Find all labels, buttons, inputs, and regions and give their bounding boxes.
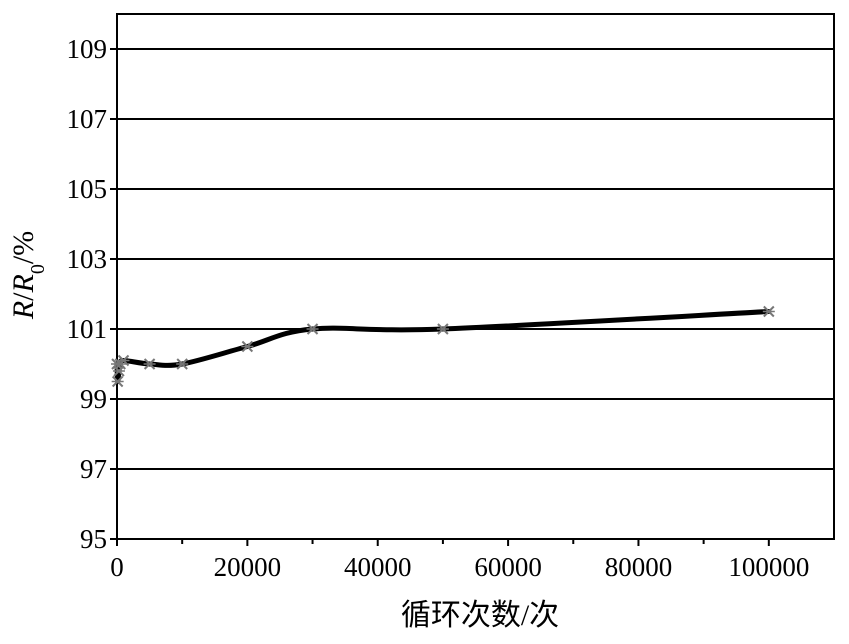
y-tick-label: 101 xyxy=(67,314,108,344)
data-point-marker xyxy=(176,358,189,370)
x-tick-label: 60000 xyxy=(474,552,542,582)
data-point-marker xyxy=(111,375,124,388)
data-point-marker xyxy=(306,323,319,335)
y-tick-label: 103 xyxy=(67,244,108,274)
plot-area-frame xyxy=(116,13,835,540)
x-tick-label: 20000 xyxy=(214,552,282,582)
data-point-marker xyxy=(436,323,449,335)
y-axis-tick-labels: 95 97 99 101 103 105 107 109 xyxy=(67,34,108,554)
x-tick-label: 40000 xyxy=(344,552,412,582)
y-tick-label: 109 xyxy=(67,34,108,64)
series-line xyxy=(114,309,772,385)
x-tick-label: 100000 xyxy=(728,552,809,582)
series-layer xyxy=(111,305,775,388)
data-point-marker xyxy=(143,358,156,370)
y-tick-label: 105 xyxy=(67,174,108,204)
x-tick-label: 80000 xyxy=(605,552,673,582)
x-tick-label: 0 xyxy=(110,552,124,582)
y-tick-label: 99 xyxy=(80,384,107,414)
data-point-marker xyxy=(762,305,775,318)
x-axis-title: 循环次数/次 xyxy=(401,599,559,632)
x-axis-tick-labels: 0 20000 40000 60000 80000 100000 xyxy=(110,552,809,582)
data-point-marker xyxy=(117,354,130,367)
y-tick-label: 97 xyxy=(80,454,107,484)
grid-lines xyxy=(110,48,834,540)
y-axis-title: R/R0/% xyxy=(7,231,49,320)
y-tick-label: 107 xyxy=(67,104,108,134)
x-axis-ticks xyxy=(116,539,770,546)
data-point-marker xyxy=(241,340,254,353)
y-tick-label: 95 xyxy=(80,524,107,554)
